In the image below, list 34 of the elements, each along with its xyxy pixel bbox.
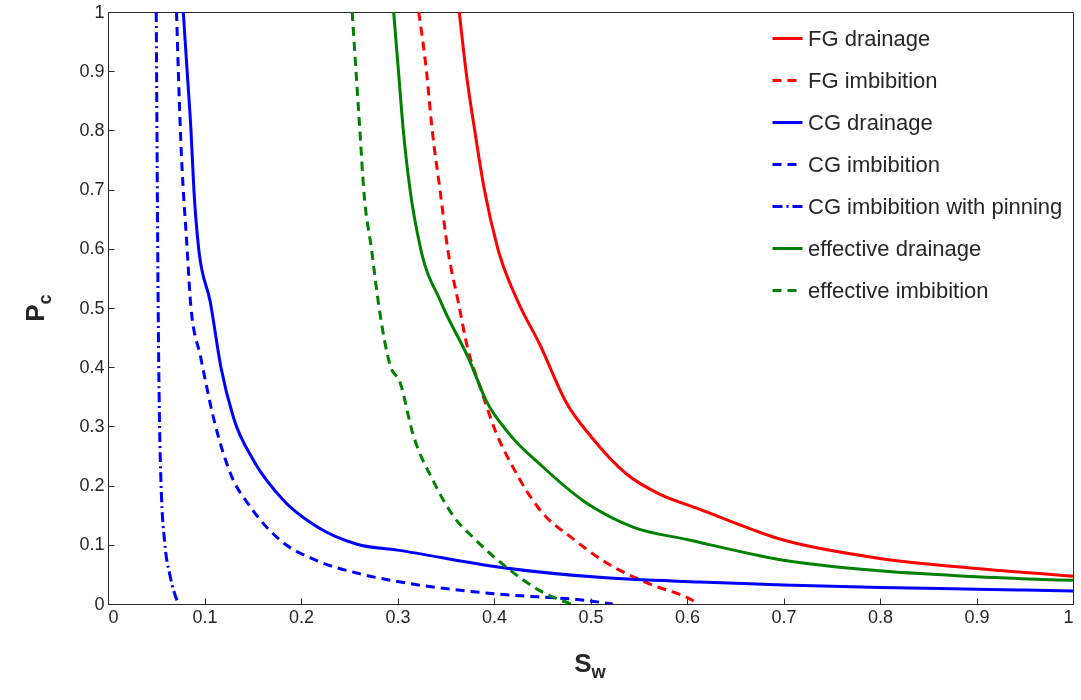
legend-label: CG imbibition [808, 151, 941, 177]
x-tick-label: 0.7 [771, 606, 797, 627]
line-series [175, 12, 615, 604]
x-tick-label: 0.5 [578, 606, 604, 627]
x-tick-label: 0.8 [867, 606, 894, 627]
x-tick-label: 0.2 [288, 606, 315, 627]
legend-label: effective imbibition [808, 277, 989, 303]
y-tick-label: 0.3 [79, 415, 105, 436]
y-tick-label: 0 [94, 593, 105, 614]
legend-label: FG imbibition [808, 67, 938, 93]
y-tick-label: 1 [94, 1, 105, 22]
y-tick-label: 0.9 [79, 60, 105, 81]
y-tick-label: 0.7 [79, 179, 105, 200]
y-tick-label: 0.4 [79, 356, 105, 377]
line-series [154, 12, 180, 604]
y-tick-label: 0.6 [79, 238, 105, 259]
x-tick-label: 1 [1063, 606, 1074, 627]
y-tick-label: 0.5 [79, 297, 105, 318]
x-tick-label: 0.6 [674, 606, 701, 627]
line-series [350, 12, 573, 604]
line-series [181, 12, 1073, 593]
x-axis-title: S$_{w}$ [574, 648, 606, 684]
x-tick-label: 0.4 [481, 606, 508, 627]
legend-label: effective drainage [808, 235, 982, 261]
y-tick-label: 0.8 [79, 119, 105, 140]
legend-label: FG drainage [808, 25, 931, 51]
x-tick-label: 0 [108, 606, 119, 627]
x-tick-label: 0.1 [192, 606, 218, 627]
x-tick-label: 0.3 [385, 606, 411, 627]
legend-label: CG imbibition with pinning [808, 193, 1063, 219]
y-tick-label: 0.2 [79, 475, 105, 496]
x-tick-label: 0.9 [964, 606, 990, 627]
legend-label: CG drainage [808, 109, 933, 135]
y-tick-label: 0.1 [79, 534, 105, 555]
